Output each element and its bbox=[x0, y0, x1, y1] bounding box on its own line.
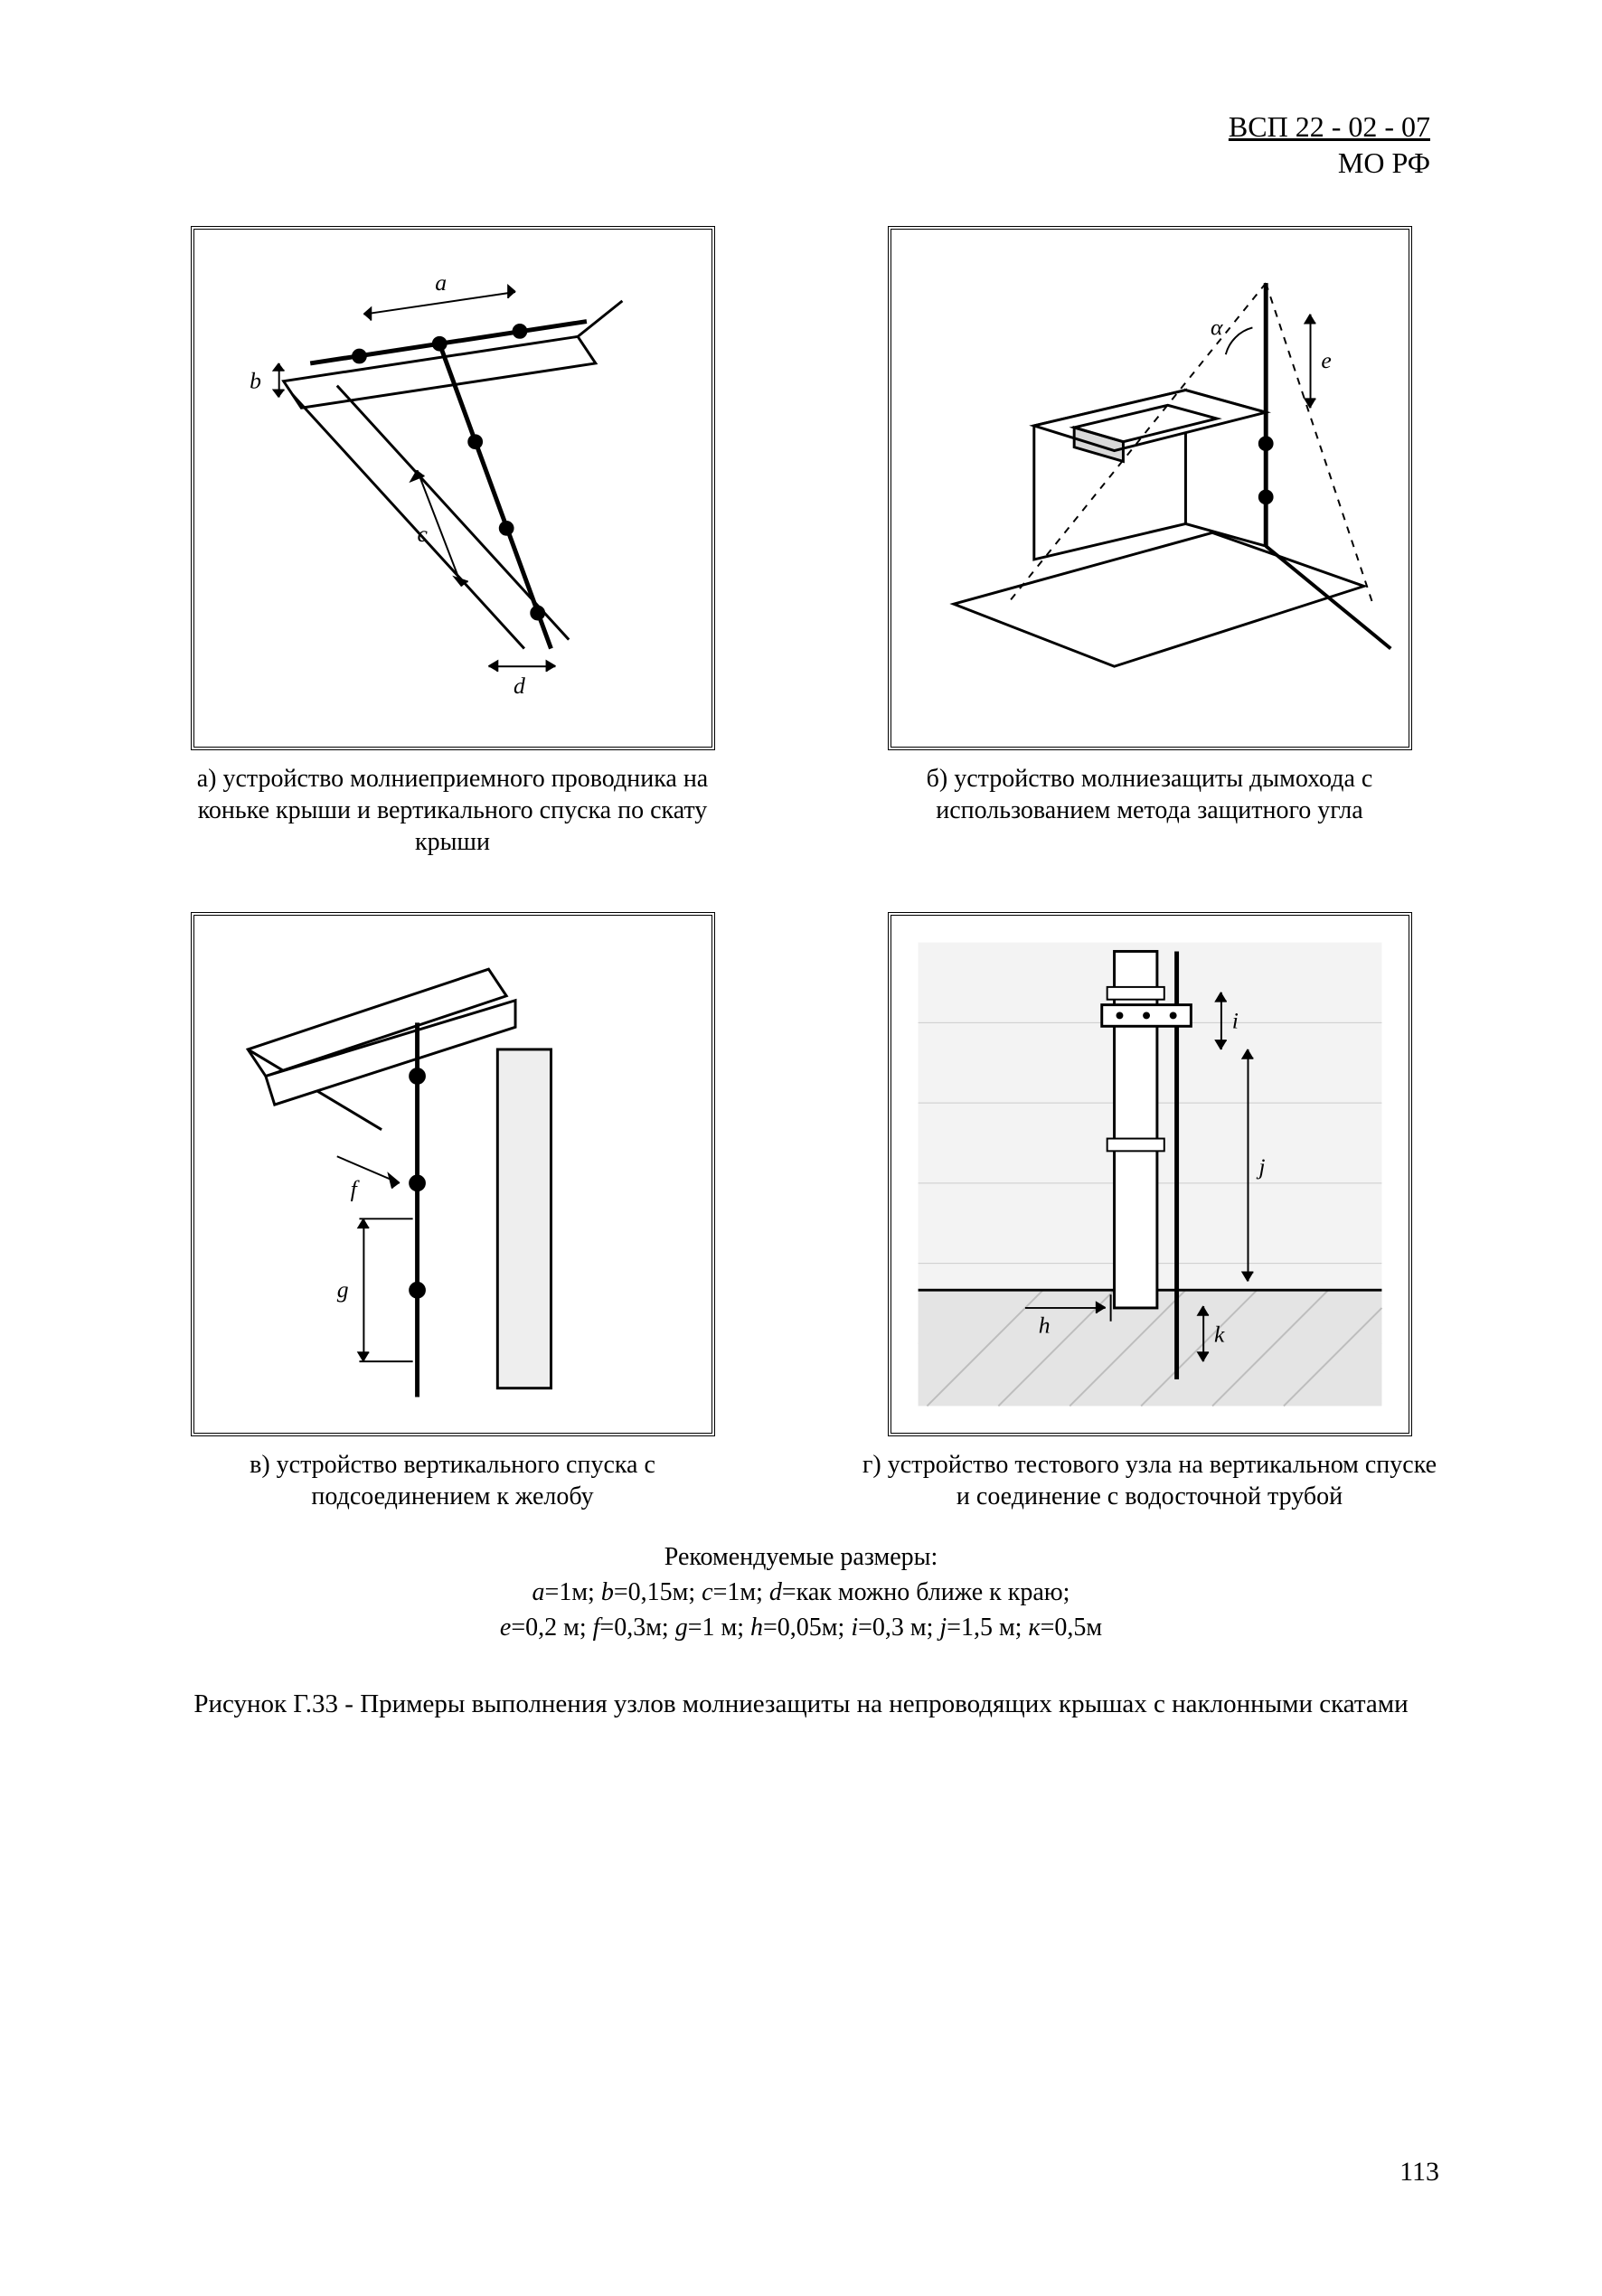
dim-k: k bbox=[1214, 1321, 1225, 1347]
caption-a: а) устройство молниеприемного проводника… bbox=[164, 763, 742, 858]
diagram-b: α e bbox=[891, 230, 1409, 747]
dim-a: a bbox=[435, 269, 447, 296]
frame-v: f g bbox=[191, 912, 715, 1436]
page-number: 113 bbox=[1399, 2157, 1439, 2188]
dim-g: g bbox=[336, 1276, 348, 1303]
recommended-sizes: Рекомендуемые размеры: a=1м; b=0,15м; c=… bbox=[136, 1539, 1466, 1646]
dim-b: b bbox=[250, 368, 261, 394]
subfigure-b: α e б) устройство молниезащиты дымохода … bbox=[833, 226, 1466, 858]
dim-d: d bbox=[514, 673, 525, 699]
doc-header: ВСП 22 - 02 - 07 МО РФ bbox=[136, 108, 1466, 181]
sizes-line1: a=1м; b=0,15м; c=1м; d=как можно ближе к… bbox=[136, 1575, 1466, 1610]
subfigure-a: a b c bbox=[136, 226, 769, 858]
dim-h: h bbox=[1038, 1313, 1050, 1339]
dim-f: f bbox=[350, 1176, 360, 1202]
subfigure-v: f g в) устройство вертикального спуска с… bbox=[136, 912, 769, 1512]
diagram-a: a b c bbox=[194, 230, 711, 747]
figure-grid: a b c bbox=[136, 226, 1466, 1512]
figure-title: Рисунок Г.33 - Примеры выполнения узлов … bbox=[136, 1687, 1466, 1722]
dim-e: e bbox=[1321, 347, 1331, 373]
caption-b: б) устройство молниезащиты дымохода с ис… bbox=[861, 763, 1439, 826]
diagram-g: i j h bbox=[891, 916, 1409, 1433]
caption-v: в) устройство вертикального спуска с под… bbox=[164, 1449, 742, 1512]
frame-b: α e bbox=[888, 226, 1412, 750]
subfigure-g: i j h bbox=[833, 912, 1466, 1512]
caption-g: г) устройство тестового узла на вертикал… bbox=[861, 1449, 1439, 1512]
doc-org: МО РФ bbox=[136, 145, 1430, 181]
diagram-v: f g bbox=[194, 916, 711, 1433]
dim-c: c bbox=[417, 521, 428, 547]
sizes-line2: e=0,2 м; f=0,3м; g=1 м; h=0,05м; i=0,3 м… bbox=[136, 1610, 1466, 1645]
doc-code: ВСП 22 - 02 - 07 bbox=[136, 108, 1430, 145]
dim-i: i bbox=[1231, 1007, 1238, 1033]
sizes-title: Рекомендуемые размеры: bbox=[136, 1539, 1466, 1575]
dim-alpha: α bbox=[1211, 314, 1223, 340]
frame-g: i j h bbox=[888, 912, 1412, 1436]
frame-a: a b c bbox=[191, 226, 715, 750]
page: ВСП 22 - 02 - 07 МО РФ bbox=[0, 0, 1602, 2296]
